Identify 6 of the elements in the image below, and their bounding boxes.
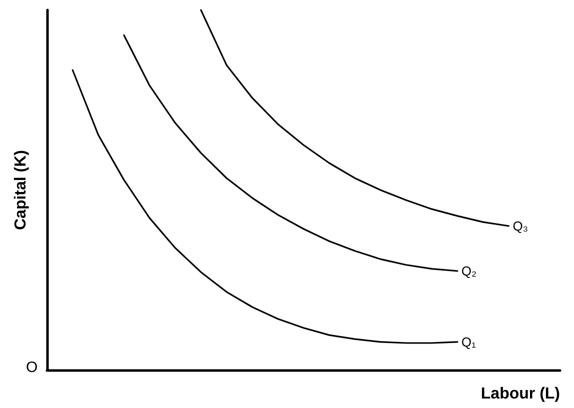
text: O [26, 359, 38, 376]
series-label: Q₂ [461, 264, 477, 278]
series-label: Q₃ [512, 218, 528, 234]
x-axis-title: Labour (L) [480, 386, 560, 402]
y-axis-title: Capital (K) [12, 150, 30, 230]
series-label: Q₁ [461, 334, 477, 350]
